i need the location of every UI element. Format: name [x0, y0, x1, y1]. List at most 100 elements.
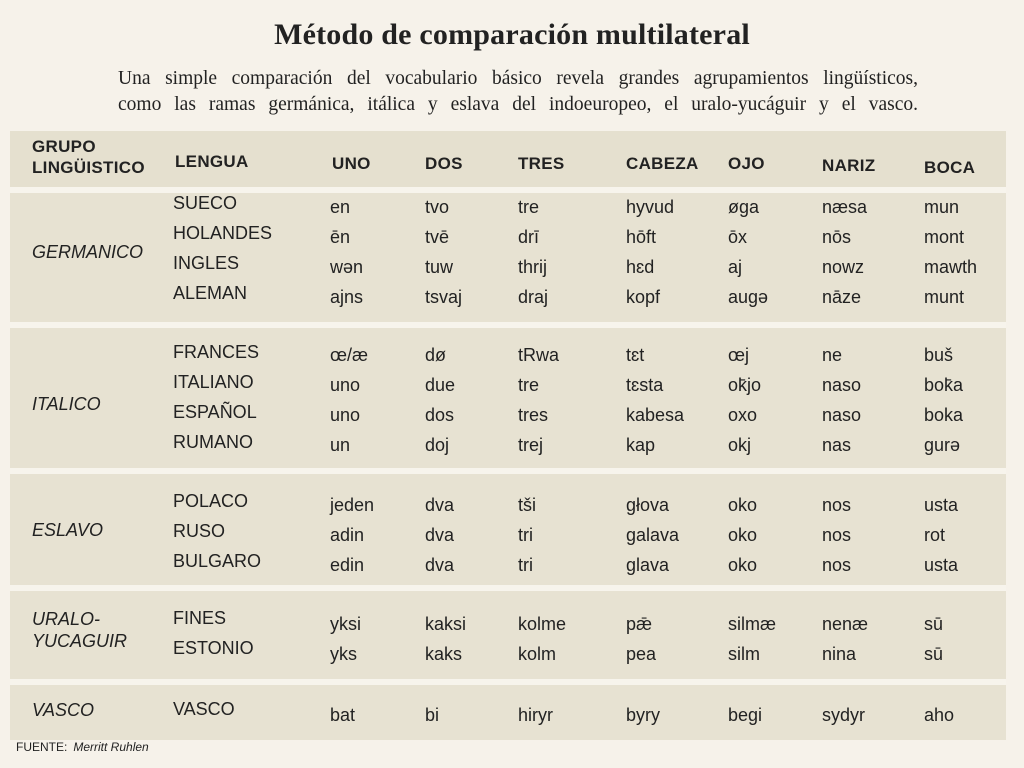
word-cell: głova [626, 495, 670, 515]
word-cell: adin [330, 525, 365, 545]
word-cell: munt [924, 287, 965, 307]
word-cell: yks [330, 644, 357, 664]
word-cell: kabesa [626, 405, 685, 425]
word-cell: sū [924, 644, 944, 664]
group-name-line-2: YUCAGUIR [32, 631, 128, 651]
header-dos: DOS [425, 154, 463, 173]
group-italico: ITALICO FRANCES œ/æ dø tRwa tɛt œj ne bu… [10, 328, 1006, 468]
word-cell: wən [330, 257, 364, 277]
word-cell: bi [425, 705, 440, 725]
word-cell: en [330, 197, 351, 217]
subtitle: Una simple comparación del vocabulario b… [118, 66, 918, 118]
word-cell: nos [822, 525, 852, 545]
word-cell: kolme [518, 614, 567, 634]
word-cell: aj [728, 257, 743, 277]
separator [10, 468, 1006, 474]
group-name-line-1: URALO- [32, 609, 101, 629]
word-cell: thrij [518, 257, 548, 277]
word-cell: okj [728, 435, 752, 455]
language-name: FRANCES [173, 342, 260, 362]
word-cell: byry [626, 705, 661, 725]
word-cell: dos [425, 405, 455, 425]
word-cell: edin [330, 555, 365, 575]
group-eslavo: ESLAVO POLACO jeden dva tši głova oko no… [10, 474, 1006, 585]
word-cell: ok̄jo [728, 375, 762, 395]
word-cell: uno [330, 375, 361, 395]
word-cell: trej [518, 435, 544, 455]
word-cell: nowz [822, 257, 865, 277]
word-cell: naso [822, 375, 862, 395]
word-cell: yksi [330, 614, 361, 634]
source-label: FUENTE: [16, 740, 68, 754]
word-cell: bat [330, 705, 356, 725]
header-language: LENGUA [175, 152, 249, 171]
word-cell: tRwa [518, 345, 560, 365]
word-cell: tvē [425, 227, 450, 247]
word-cell: nōs [822, 227, 852, 247]
word-cell: hiryr [518, 705, 553, 725]
word-cell: tri [518, 555, 533, 575]
word-cell: ōx [728, 227, 748, 247]
word-cell: bok̄a [924, 375, 964, 395]
word-cell: kopf [626, 287, 661, 307]
word-cell: tvo [425, 197, 450, 217]
word-cell: augə [728, 287, 769, 307]
header-boca: BOCA [924, 158, 976, 177]
subtitle-line-1: Una simple comparación del vocabulario b… [118, 68, 918, 89]
word-cell: gurə [924, 435, 961, 455]
word-cell: nina [822, 644, 857, 664]
word-cell: nenæ [822, 614, 869, 634]
language-name: RUMANO [173, 432, 253, 452]
language-name: SUECO [173, 193, 238, 213]
word-cell: næsa [822, 197, 868, 217]
word-cell: mont [924, 227, 965, 247]
word-cell: glava [626, 555, 670, 575]
word-cell: tuw [425, 257, 454, 277]
group-vasco: VASCO VASCO bat bi hiryr byry begi sydyr… [10, 685, 1006, 740]
source-author: Merritt Ruhlen [73, 740, 149, 754]
word-cell: dva [425, 555, 455, 575]
group-name: VASCO [32, 700, 95, 720]
group-uralo-yucaguir: URALO- YUCAGUIR FINES yksi kaksi kolme p… [10, 591, 1006, 679]
word-cell: dø [425, 345, 447, 365]
word-cell: tre [518, 375, 540, 395]
word-cell: galava [626, 525, 680, 545]
word-cell: usta [924, 495, 959, 515]
word-cell: oko [728, 555, 758, 575]
word-cell: dva [425, 495, 455, 515]
word-cell: nos [822, 555, 852, 575]
word-cell: naso [822, 405, 862, 425]
separator [10, 322, 1006, 328]
language-name: ALEMAN [173, 283, 248, 303]
header-group-line2: LINGÜISTICO [32, 158, 145, 177]
word-cell: uno [330, 405, 361, 425]
word-cell: nos [822, 495, 852, 515]
language-name: HOLANDES [173, 223, 273, 243]
language-name: INGLES [173, 253, 240, 273]
source-note: FUENTE: Merritt Ruhlen [16, 740, 149, 754]
word-cell: tsvaj [425, 287, 463, 307]
word-cell: drī [518, 227, 540, 247]
word-cell: kap [626, 435, 656, 455]
word-cell: tši [518, 495, 536, 515]
header-cabeza: CABEZA [626, 154, 699, 173]
language-name: BULGARO [173, 551, 262, 571]
word-cell: boka [924, 405, 964, 425]
separator [10, 187, 1006, 193]
word-cell: rot [924, 525, 946, 545]
word-cell: due [425, 375, 456, 395]
word-cell: buš [924, 345, 954, 365]
group-name: ESLAVO [32, 520, 104, 540]
header-tres: TRES [518, 154, 565, 173]
header-group-line1: GRUPO [32, 137, 96, 156]
word-cell: hɛd [626, 257, 655, 277]
word-cell: nas [822, 435, 852, 455]
word-cell: mun [924, 197, 960, 217]
word-cell: nāze [822, 287, 862, 307]
word-cell: ne [822, 345, 843, 365]
word-cell: pea [626, 644, 657, 664]
group-germanico: GERMANICO SUECO en tvo tre hyvud øga næs… [10, 193, 1006, 322]
word-cell: ēn [330, 227, 351, 247]
word-cell: hōft [626, 227, 657, 247]
word-cell: tɛt [626, 345, 645, 365]
